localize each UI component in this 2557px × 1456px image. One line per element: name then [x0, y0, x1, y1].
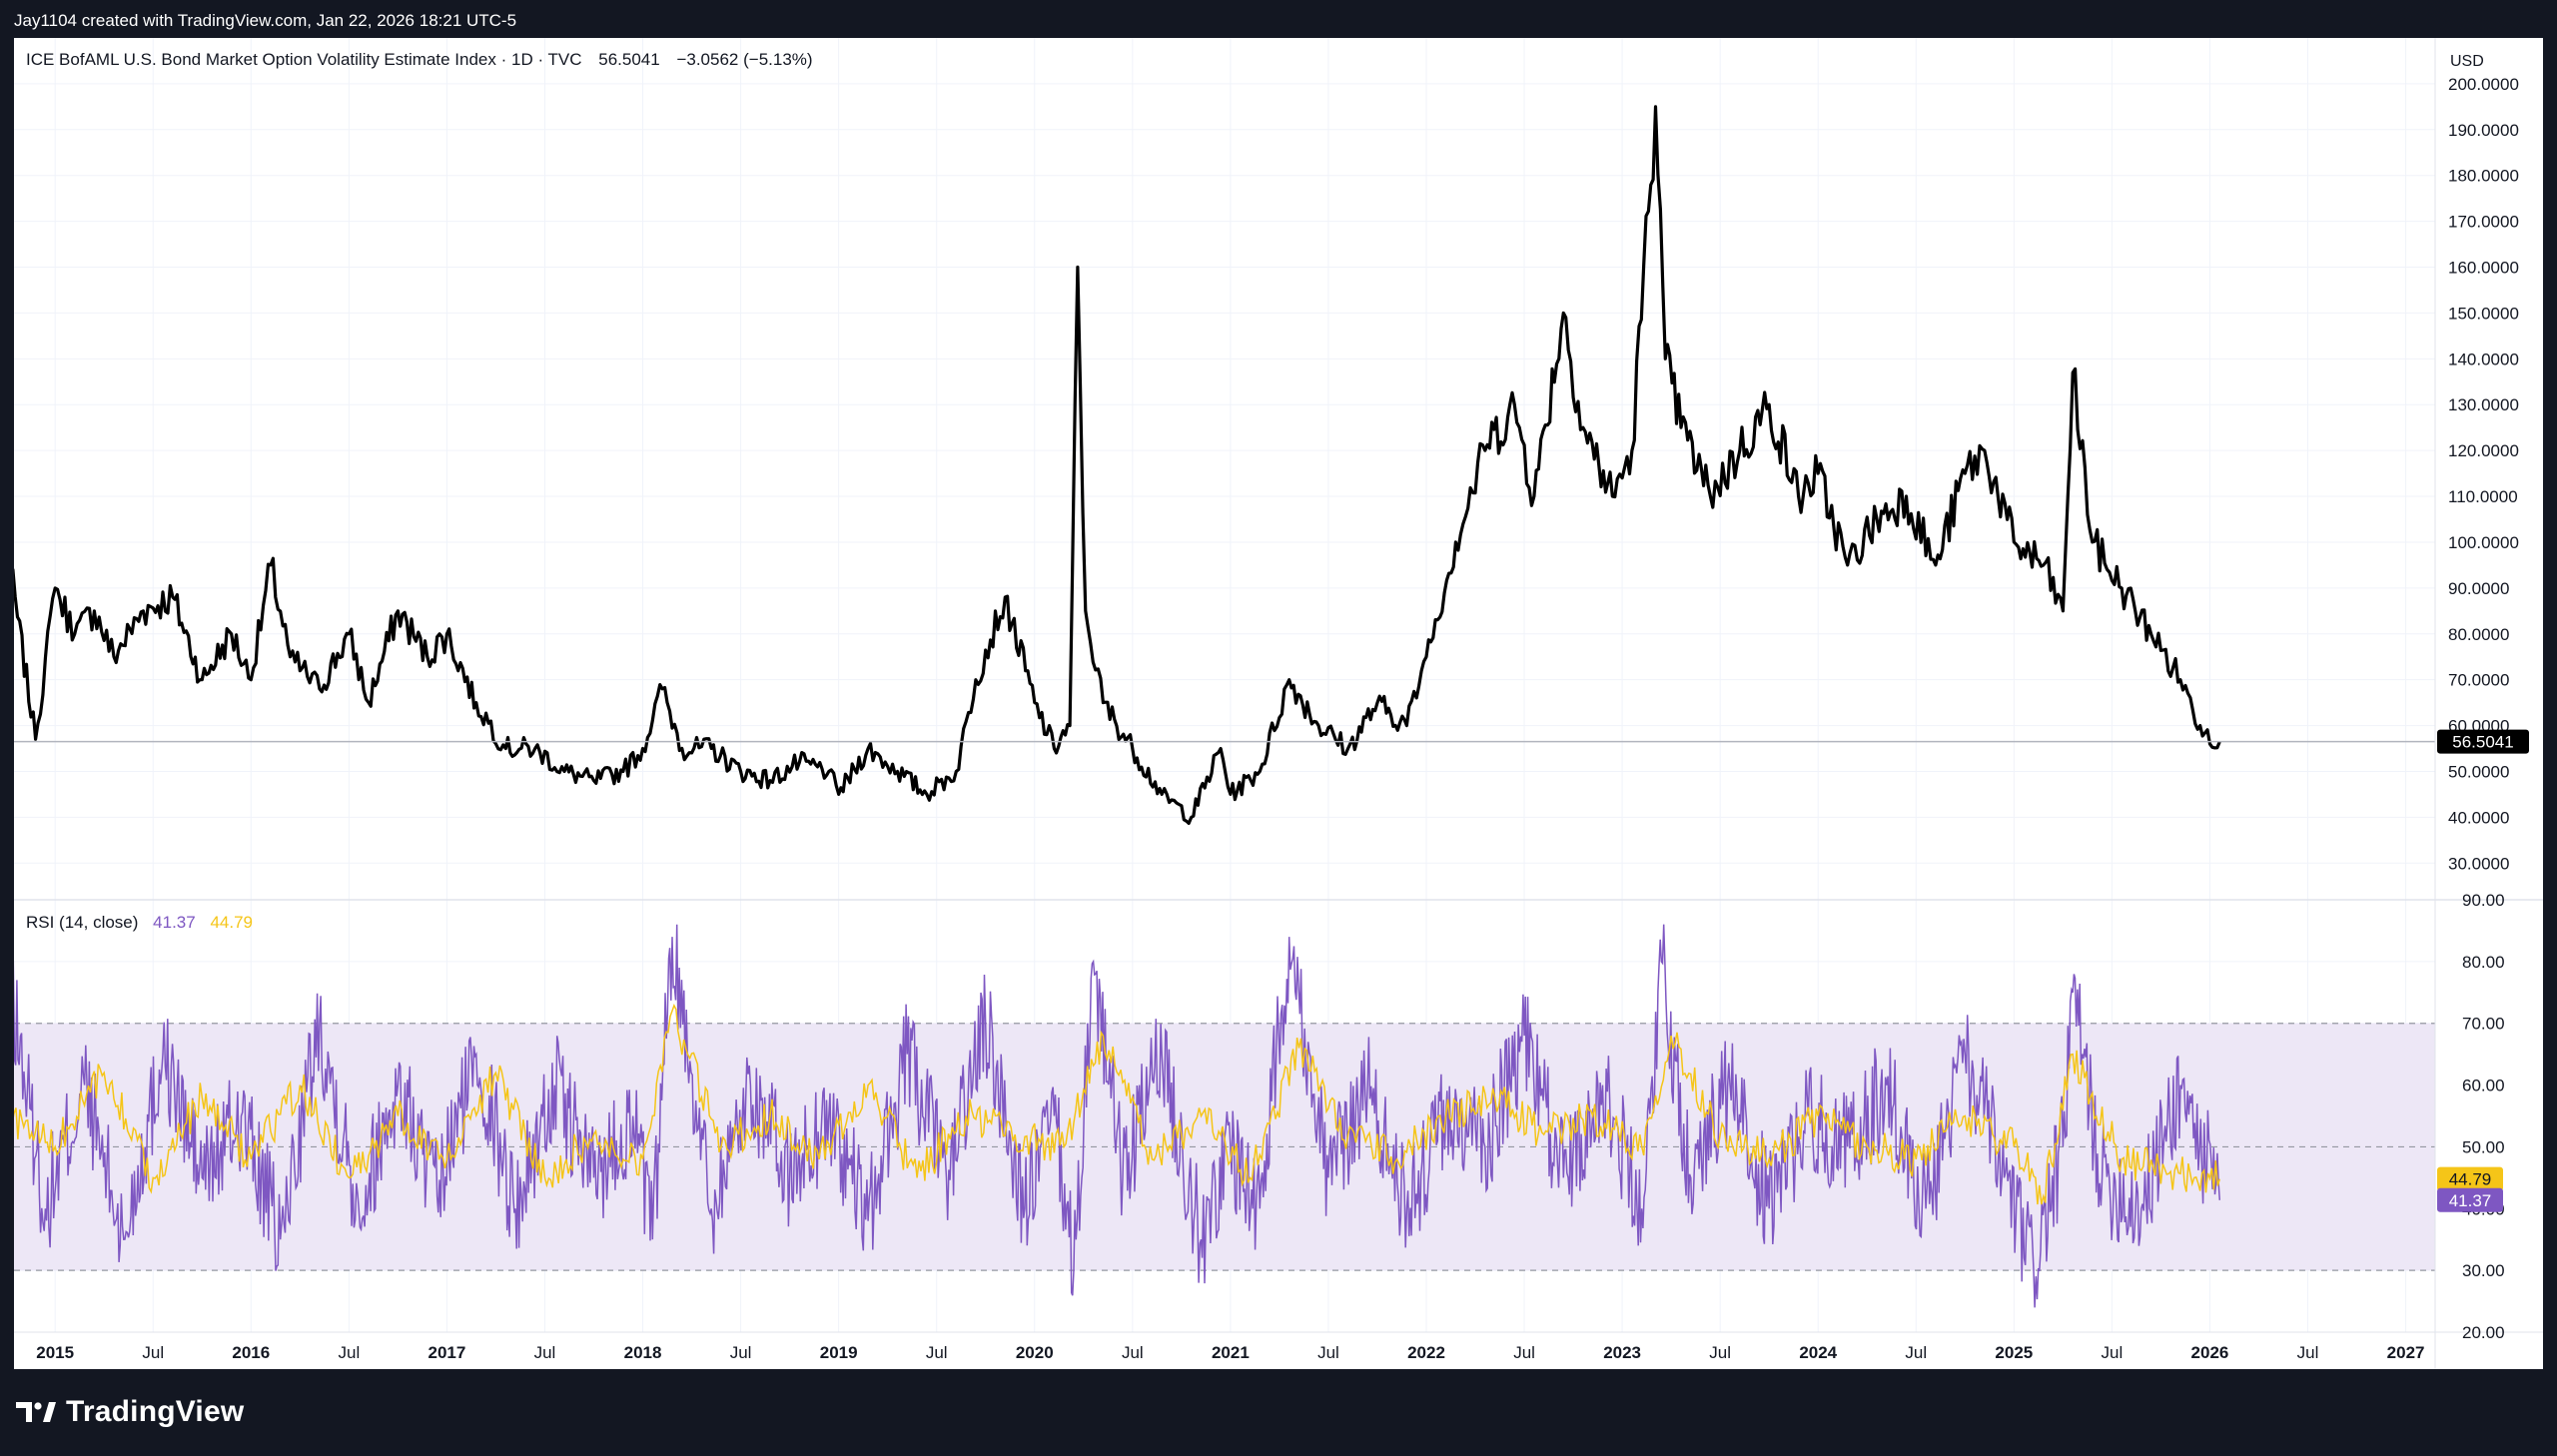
- price-tick-label: 170.0000: [2448, 213, 2519, 232]
- value-tags: 56.5041 44.79 41.37: [2437, 729, 2529, 1212]
- price-tick-label: 190.0000: [2448, 121, 2519, 140]
- footer: TradingView: [0, 1369, 2557, 1456]
- chart-canvas[interactable]: 2015 Jul 2016 Jul 2017 Jul 2018 Jul 2019 Jul 2020 J…: [14, 38, 2543, 1369]
- time-tick-label: 2026: [2191, 1343, 2229, 1362]
- rsi-series-line[interactable]: [14, 924, 2221, 1308]
- time-tick-label: Jul: [730, 1343, 752, 1362]
- rsi-value: 41.37: [153, 913, 196, 932]
- rsi-tick-label: 30.00: [2462, 1261, 2505, 1280]
- currency-label[interactable]: USD: [2450, 53, 2484, 70]
- time-tick-label: 2016: [232, 1343, 270, 1362]
- time-tick-label: 2018: [624, 1343, 662, 1362]
- rsi-tick-label: 70.00: [2462, 1015, 2505, 1034]
- series-last-value: 56.5041: [598, 50, 660, 69]
- price-tick-label: 80.0000: [2448, 625, 2509, 644]
- price-tick-label: 90.0000: [2448, 579, 2509, 598]
- price-tick-label: 50.0000: [2448, 762, 2509, 781]
- time-tick-label: Jul: [1513, 1343, 1535, 1362]
- time-tick-label: Jul: [1905, 1343, 1927, 1362]
- price-tick-label: 40.0000: [2448, 808, 2509, 827]
- rsi-indicator-name: RSI (14, close): [26, 913, 139, 932]
- price-tick-label: 200.0000: [2448, 75, 2519, 94]
- series-name: ICE BofAML U.S. Bond Market Option Volat…: [26, 50, 496, 69]
- main-series-legend[interactable]: ICE BofAML U.S. Bond Market Option Volat…: [26, 50, 813, 69]
- price-tick-label: 100.0000: [2448, 533, 2519, 552]
- time-tick-label: Jul: [534, 1343, 556, 1362]
- rsi-tick-label: 50.00: [2462, 1137, 2505, 1156]
- brand[interactable]: TradingView: [16, 1395, 244, 1429]
- rsi-ma-line[interactable]: [14, 1004, 2221, 1205]
- price-tick-label: 120.0000: [2448, 441, 2519, 460]
- rsi-tick-label: 90.00: [2462, 891, 2505, 910]
- price-tick-label: 160.0000: [2448, 259, 2519, 278]
- brand-name: TradingView: [66, 1395, 245, 1428]
- rsi-tag: [2437, 1187, 2503, 1212]
- rsi-ma-tag-label: 44.79: [2449, 1170, 2492, 1189]
- time-tick-label: Jul: [2102, 1343, 2124, 1362]
- rsi-legend[interactable]: RSI (14, close) 41.37 44.79: [26, 913, 253, 933]
- time-tick-label: Jul: [142, 1343, 164, 1362]
- price-tick-label: 30.0000: [2448, 854, 2509, 873]
- time-tick-label: 2021: [1212, 1343, 1250, 1362]
- time-tick-label: Jul: [1709, 1343, 1731, 1362]
- price-tick-label: 180.0000: [2448, 167, 2519, 186]
- time-tick-label: 2022: [1407, 1343, 1445, 1362]
- price-series-line[interactable]: [14, 105, 2221, 825]
- series-source: TVC: [547, 50, 582, 69]
- time-tick-label: Jul: [1122, 1343, 1144, 1362]
- time-tick-label: 2027: [2387, 1343, 2425, 1362]
- tradingview-logo-icon: [16, 1402, 56, 1422]
- price-tick-label: 150.0000: [2448, 304, 2519, 323]
- time-tick-label: Jul: [338, 1343, 360, 1362]
- time-tick-label: Jul: [926, 1343, 948, 1362]
- series-interval: 1D: [510, 50, 533, 69]
- rsi-tick-label: 60.00: [2462, 1077, 2505, 1095]
- time-tick-label: 2020: [1016, 1343, 1054, 1362]
- time-tick-label: Jul: [1317, 1343, 1339, 1362]
- rsi-tick-label: 80.00: [2462, 953, 2505, 972]
- top-bar: Jay1104 created with TradingView.com, Ja…: [0, 0, 2557, 38]
- rsi-tick-label: 20.00: [2462, 1323, 2505, 1342]
- rsi-ma-tag: [2437, 1166, 2503, 1191]
- chart-frame[interactable]: 2015 Jul 2016 Jul 2017 Jul 2018 Jul 2019 Jul 2020 J…: [14, 38, 2543, 1369]
- price-tick-label: 70.0000: [2448, 671, 2509, 690]
- series-change: −3.0562 (−5.13%): [676, 50, 813, 69]
- last-price-tag-label: 56.5041: [2452, 733, 2513, 752]
- price-tick-label: 130.0000: [2448, 395, 2519, 414]
- time-tick-label: 2017: [428, 1343, 466, 1362]
- time-tick-label: 2024: [1799, 1343, 1837, 1362]
- time-tick-label: 2023: [1603, 1343, 1641, 1362]
- last-price-tag: [2437, 729, 2529, 754]
- rsi-ma-value: 44.79: [210, 913, 253, 932]
- time-tick-label: 2015: [36, 1343, 74, 1362]
- time-tick-label: 2025: [1995, 1343, 2033, 1362]
- time-tick-label: Jul: [2297, 1343, 2319, 1362]
- series-layer: [14, 105, 2435, 1308]
- time-tick-label: 2019: [820, 1343, 858, 1362]
- rsi-tag-label: 41.37: [2449, 1191, 2492, 1210]
- snapshot-credit: Jay1104 created with TradingView.com, Ja…: [14, 11, 517, 30]
- price-tick-label: 110.0000: [2448, 487, 2518, 506]
- price-tick-label: 140.0000: [2448, 350, 2519, 368]
